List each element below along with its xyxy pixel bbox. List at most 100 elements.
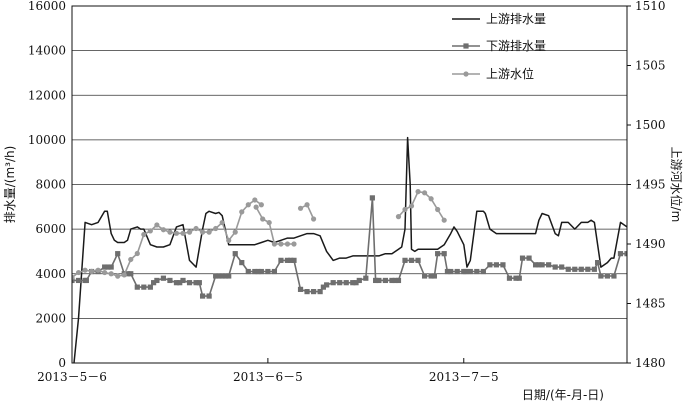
upstream-level-point <box>199 229 206 235</box>
upstream-level-point <box>186 229 193 235</box>
downstream-discharge-point <box>284 257 291 263</box>
downstream-discharge-point <box>431 273 437 279</box>
downstream-discharge-point <box>105 264 111 270</box>
downstream-discharge-point <box>75 277 82 284</box>
downstream-discharge-point <box>435 251 441 257</box>
downstream-discharge-point <box>141 284 147 290</box>
upstream-level-point <box>95 267 101 273</box>
y-right-tick-label: 1480 <box>635 356 666 370</box>
downstream-discharge-point <box>206 293 212 299</box>
downstream-discharge-point <box>245 268 251 275</box>
downstream-discharge-point <box>519 255 526 261</box>
downstream-discharge-point <box>480 268 486 275</box>
upstream-level-point <box>395 214 402 220</box>
downstream-discharge-point <box>320 284 326 290</box>
downstream-discharge-point <box>408 257 415 263</box>
y-right-tick-label: 1500 <box>635 118 666 132</box>
downstream-discharge-point <box>102 264 108 270</box>
y-left-tick-label: 2000 <box>35 311 66 325</box>
downstream-discharge-point <box>382 277 389 284</box>
upstream-level-point <box>206 229 212 235</box>
downstream-discharge-point <box>216 273 222 279</box>
upstream-level-point <box>304 202 310 208</box>
downstream-discharge-point <box>288 257 294 263</box>
y-left-tick-label: 10000 <box>28 133 66 147</box>
axis-ticks: 0 2000 4000 6000 8000 10000 12000 14000 16000 148… <box>28 0 666 384</box>
y-right-tick-label: 1510 <box>635 0 666 13</box>
downstream-discharge-point <box>167 277 173 284</box>
upstream-level-point <box>219 219 225 226</box>
downstream-discharge-point <box>108 264 114 270</box>
upstream-level-point <box>258 202 264 208</box>
x-tick-label: 2013－7－5 <box>429 370 499 384</box>
downstream-discharge-point <box>572 266 578 272</box>
downstream-discharge-point <box>353 280 359 286</box>
downstream-discharge-point <box>506 275 513 281</box>
downstream-discharge-point <box>337 280 343 286</box>
x-axis-label: 日期/(年-月-日) <box>522 388 604 402</box>
y-left-tick-label: 16000 <box>28 0 66 13</box>
y-axis-right-label: 上游河水位/m <box>669 147 684 223</box>
downstream-discharge-point <box>441 251 447 257</box>
downstream-discharge-point <box>428 273 434 279</box>
downstream-discharge-point <box>258 268 264 275</box>
downstream-discharge-point <box>222 273 229 279</box>
downstream-discharge-point <box>72 277 75 284</box>
upstream-level-point <box>167 229 173 235</box>
series-layer <box>72 136 627 363</box>
upstream-level-point <box>134 250 140 257</box>
downstream-discharge-point <box>448 268 454 275</box>
downstream-discharge-point <box>578 266 584 272</box>
upstream-level-point <box>435 206 441 213</box>
legend-label: 下游排水量 <box>486 39 546 53</box>
legend-marker <box>463 43 469 49</box>
downstream-discharge-point <box>624 251 627 257</box>
downstream-discharge-point <box>415 257 421 263</box>
downstream-discharge-point <box>151 280 157 286</box>
upstream-level-point <box>266 219 272 226</box>
upstream-level-point <box>226 237 232 244</box>
downstream-discharge-point <box>402 257 408 263</box>
x-tick-label: 2013－5－6 <box>37 370 107 384</box>
downstream-discharge-point <box>376 277 382 284</box>
downstream-discharge-point <box>147 284 153 290</box>
upstream-discharge-series <box>73 136 627 363</box>
upstream-level-point <box>421 190 428 196</box>
upstream-level-point <box>141 231 147 238</box>
upstream-level-point <box>428 196 434 202</box>
upstream-level-point <box>291 241 297 247</box>
upstream-level-point <box>415 189 421 195</box>
downstream-discharge-point <box>539 262 545 268</box>
legend-label: 上游排水量 <box>486 12 546 26</box>
downstream-discharge-point <box>487 262 493 268</box>
upstream-level-point <box>180 230 186 236</box>
downstream-discharge-point <box>373 277 379 284</box>
upstream-level-point <box>160 227 167 233</box>
downstream-discharge-point <box>265 268 271 275</box>
upstream-level-point <box>252 197 258 203</box>
downstream-discharge-point <box>444 268 451 275</box>
downstream-discharge-point <box>271 268 278 275</box>
downstream-discharge-point <box>219 273 225 279</box>
downstream-discharge-series <box>72 195 627 299</box>
downstream-discharge-point <box>193 280 199 286</box>
legend-item-downstream-discharge: 下游排水量 <box>452 39 546 53</box>
downstream-discharge-point <box>160 275 167 281</box>
downstream-discharge-point <box>317 289 323 295</box>
downstream-discharge-point <box>526 255 532 261</box>
downstream-discharge-point <box>330 280 336 286</box>
downstream-discharge-point <box>350 280 356 286</box>
downstream-discharge-point <box>611 273 617 279</box>
downstream-discharge-point <box>304 289 310 295</box>
upstream-level-point <box>82 267 88 273</box>
upstream-level-point <box>102 269 108 276</box>
y-left-tick-label: 4000 <box>35 267 66 281</box>
upstream-level-point <box>75 269 82 276</box>
downstream-discharge-point <box>389 277 395 284</box>
downstream-discharge-point <box>500 262 506 268</box>
upstream-level-point <box>147 228 153 234</box>
upstream-level-point <box>108 271 114 277</box>
downstream-discharge-point <box>454 268 460 275</box>
downstream-discharge-point <box>395 277 402 284</box>
